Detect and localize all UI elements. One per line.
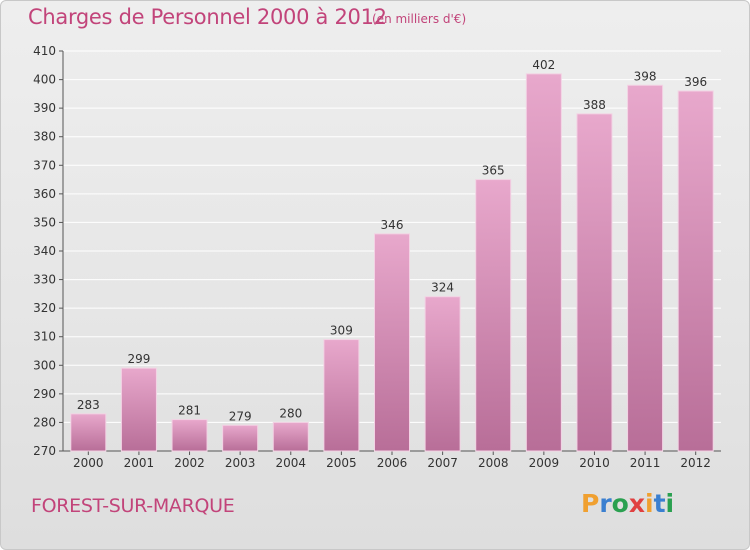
x-tick-label: 2001 <box>124 456 155 470</box>
data-label: 396 <box>684 75 707 89</box>
y-tick-label: 350 <box>33 215 56 229</box>
y-tick-label: 270 <box>33 444 56 458</box>
y-tick-label: 310 <box>33 330 56 344</box>
data-label: 283 <box>77 398 100 412</box>
data-label: 280 <box>279 406 302 420</box>
bar-2005 <box>323 339 360 452</box>
logo-letter: x <box>628 489 645 518</box>
y-tick-label: 330 <box>33 273 56 287</box>
y-tick-label: 390 <box>33 101 56 115</box>
bar-2008 <box>475 179 512 452</box>
data-label: 309 <box>330 324 353 338</box>
logo-letter: t <box>653 489 666 518</box>
data-label: 279 <box>229 409 252 423</box>
logo-letter: o <box>611 489 629 518</box>
y-tick-label: 280 <box>33 415 56 429</box>
x-tick-label: 2008 <box>478 456 509 470</box>
y-tick-label: 380 <box>33 130 56 144</box>
bar-2007 <box>424 296 461 452</box>
x-tick-label: 2009 <box>529 456 560 470</box>
city-name: FOREST-SUR-MARQUE <box>31 495 235 517</box>
logo-letter: P <box>581 489 600 518</box>
x-tick-label: 2010 <box>579 456 610 470</box>
bar-2000 <box>70 413 107 452</box>
bar-2004 <box>272 421 309 452</box>
y-tick-label: 410 <box>33 44 56 58</box>
data-label: 299 <box>127 352 150 366</box>
x-tick-label: 2002 <box>174 456 205 470</box>
data-label: 281 <box>178 404 201 418</box>
data-label: 324 <box>431 281 454 295</box>
data-label: 365 <box>482 164 505 178</box>
bar-2003 <box>222 424 259 452</box>
x-tick-label: 2000 <box>73 456 104 470</box>
x-tick-label: 2011 <box>630 456 661 470</box>
bar-2001 <box>120 367 157 452</box>
data-label: 388 <box>583 98 606 112</box>
y-tick-label: 300 <box>33 358 56 372</box>
x-tick-label: 2003 <box>225 456 256 470</box>
y-tick-label: 320 <box>33 301 56 315</box>
y-tick-label: 290 <box>33 387 56 401</box>
axes: 270 280 290 300 310 320 330 340 350 360 370 380 390 4… <box>33 44 721 470</box>
chart-subtitle: (en milliers d'€) <box>372 12 467 26</box>
logo-letter: i <box>645 489 654 518</box>
logo-letter: r <box>599 489 612 518</box>
data-label: 346 <box>381 218 404 232</box>
bar-2011 <box>627 84 664 452</box>
proxiti-logo[interactable]: Proxiti <box>581 489 674 518</box>
y-tick-label: 400 <box>33 73 56 87</box>
bar-2002 <box>171 419 208 452</box>
data-labels: 283 299 281 279 280 309 346 324 365 402 388 398 396 <box>77 58 707 423</box>
x-tick-label: 2012 <box>680 456 711 470</box>
bar-2006 <box>374 233 410 452</box>
y-tick-label: 360 <box>33 187 56 201</box>
x-tick-label: 2004 <box>275 456 306 470</box>
data-label: 398 <box>634 69 657 83</box>
y-tick-label: 370 <box>33 158 56 172</box>
bar-2012 <box>677 90 714 452</box>
logo-letter: i <box>665 489 675 518</box>
x-tick-label: 2006 <box>377 456 408 470</box>
bar-2010 <box>576 113 613 452</box>
bars <box>70 73 714 452</box>
y-tick-label: 340 <box>33 244 56 258</box>
bar-2009 <box>525 73 562 452</box>
data-label: 402 <box>532 58 555 72</box>
x-tick-label: 2005 <box>326 456 357 470</box>
x-tick-label: 2007 <box>427 456 458 470</box>
chart-title: Charges de Personnel 2000 à 2012 <box>28 5 387 29</box>
